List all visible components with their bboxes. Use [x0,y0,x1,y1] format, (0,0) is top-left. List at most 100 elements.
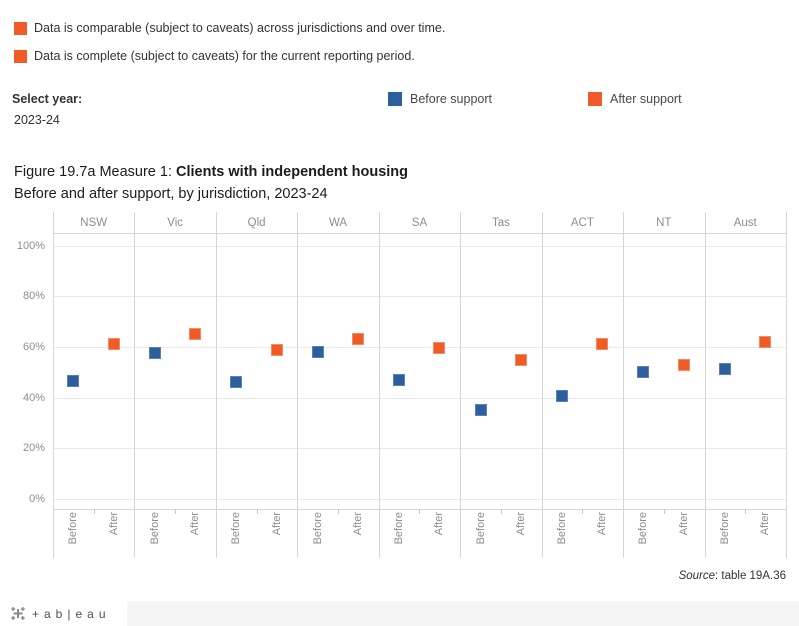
axis-tick [256,509,258,514]
title-line-1: Figure 19.7a Measure 1: Clients with ind… [14,161,408,183]
x-axis-label: After [351,512,364,536]
gridline [53,347,786,349]
legend-item-after-support[interactable]: After support [588,92,682,106]
y-axis-tick-label: 40% [22,391,45,404]
data-point-square[interactable] [556,390,568,403]
x-axis-label: After [514,512,527,536]
source-note: Source: table 19A.36 [679,570,786,582]
x-axis-label: After [759,512,772,536]
panel-header-nt: NT [656,217,672,229]
gridline [53,296,786,298]
x-axis-label: After [596,512,609,536]
y-axis-tick-label: 80% [22,290,45,303]
data-point-square[interactable] [759,335,772,348]
select-year-dropdown[interactable]: 2023-24 [14,113,60,127]
axis-tick [419,509,421,514]
title-line-2: Before and after support, by jurisdictio… [14,186,328,202]
before-support-swatch-icon [388,92,402,106]
axis-tick [338,509,340,514]
data-point-square[interactable] [677,358,690,371]
x-axis-label: Before [718,512,731,545]
data-point-square[interactable] [107,338,120,351]
tableau-wordmark: +ab|eau [32,606,111,621]
gridline [53,397,786,399]
footer-bar: +ab|eau [0,601,799,626]
x-axis-label: Before [556,512,568,545]
y-axis-tick-label: 60% [22,341,45,354]
x-axis-label: Before [67,512,80,545]
panel-header-act: ACT [570,217,594,229]
data-point-square[interactable] [230,376,243,389]
caveat-comparable: Data is comparable (subject to caveats) … [14,21,445,36]
panel-divider [541,212,543,558]
caveat-complete: Data is complete (subject to caveats) fo… [14,49,415,64]
axis-tick [175,509,177,514]
data-point-square[interactable] [433,342,446,355]
header-underline [53,233,786,234]
gridline [53,245,786,247]
panel-divider [785,212,787,558]
data-point-square[interactable] [189,328,202,341]
x-axis-label: After [270,512,283,536]
data-point-square[interactable] [514,353,527,366]
select-year-control: Select year: 2023-24 [12,92,82,127]
y-axis-tick-label: 20% [22,442,45,455]
data-point-square[interactable] [270,343,283,356]
panel-divider [623,212,625,558]
data-point-square[interactable] [474,404,487,417]
data-point-square[interactable] [311,346,324,359]
data-point-square[interactable] [351,333,364,346]
panel-divider [704,212,706,558]
x-axis-label: Before [311,512,324,545]
x-axis-label: After [189,512,202,536]
x-axis-label: After [433,512,446,536]
y-axis-tick-label: 100% [16,239,45,252]
x-axis-label: After [107,512,120,536]
legend-before-label: Before support [410,92,492,106]
data-point-square[interactable] [718,362,731,375]
select-year-label: Select year: [12,92,83,106]
orange-caveat-icon [14,50,27,63]
panel-divider [378,212,380,558]
y-axis-tick-label: 0% [29,493,45,505]
source-word: Source [678,570,716,582]
panel-divider [215,212,217,558]
tableau-logo[interactable]: +ab|eau [0,601,127,626]
title-prefix: Figure 19.7a Measure 1: [14,164,177,180]
panel-divider [53,212,54,558]
x-axis-label: After [677,512,690,536]
data-point-square[interactable] [637,366,650,379]
axis-tick [745,509,747,514]
panel-header-wa: WA [328,217,348,229]
source-table-ref: : table 19A.36 [715,570,786,582]
x-axis-label: Before [637,512,650,545]
panel-header-nsw: NSW [80,217,108,229]
panel-divider [134,212,136,558]
title-measure: Clients with independent housing [176,164,409,180]
data-point-square[interactable] [393,373,406,386]
x-axis-label: Before [230,512,243,545]
data-point-square[interactable] [67,375,80,388]
axis-tick [663,509,665,514]
data-point-square[interactable] [148,347,161,360]
tableau-logo-icon [11,607,25,620]
caveat-comparable-text: Data is comparable (subject to caveats) … [34,21,446,35]
caveat-complete-text: Data is complete (subject to caveats) fo… [34,49,415,63]
legend-after-label: After support [610,92,682,106]
x-axis-label: Before [148,512,161,545]
panel-header-qld: Qld [247,217,266,229]
x-axis-label: Before [474,512,487,545]
axis-tick [93,509,95,514]
legend-item-before-support[interactable]: Before support [388,92,492,106]
gridline [53,499,786,500]
x-axis-label: Before [393,512,406,545]
data-point-square[interactable] [596,338,609,351]
panel-header-sa: SA [411,217,428,229]
panel-header-aust: Aust [733,217,757,229]
axis-tick [582,509,584,514]
after-support-swatch-icon [588,92,602,106]
chart-title: Figure 19.7a Measure 1: Clients with ind… [14,161,408,205]
axis-tick [500,509,502,514]
